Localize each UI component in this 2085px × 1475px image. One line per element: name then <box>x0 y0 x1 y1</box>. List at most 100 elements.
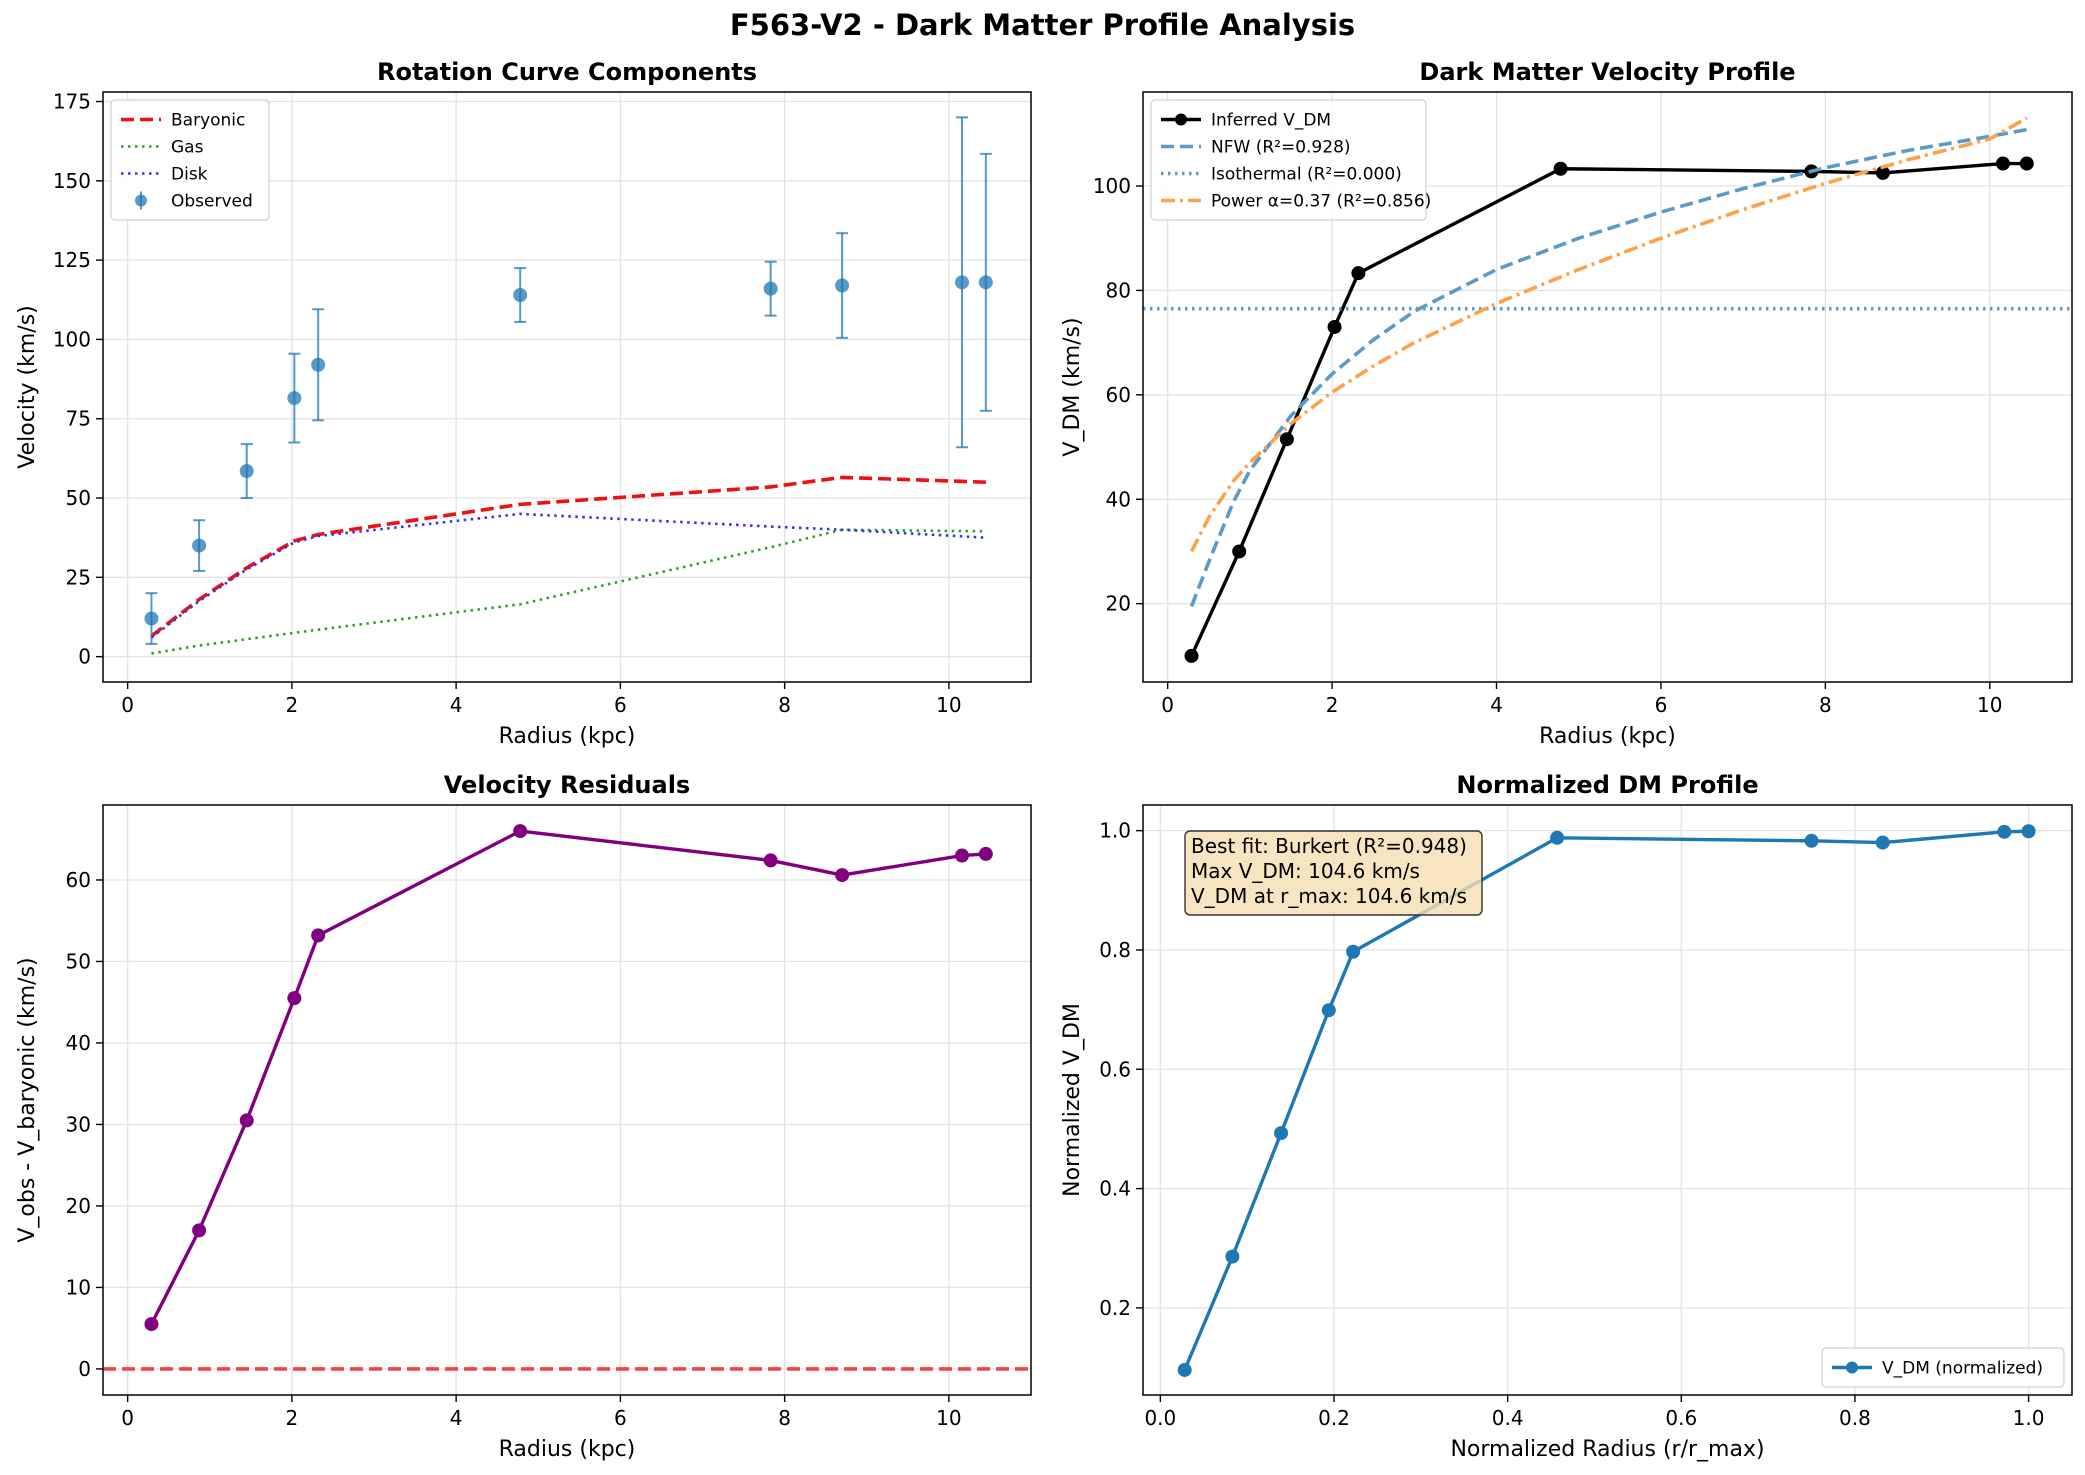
legend-label: Disk <box>171 165 208 185</box>
x-tick-label: 0.2 <box>1318 1406 1350 1430</box>
y-tick-label: 100 <box>53 327 91 351</box>
grid <box>1143 805 2072 1395</box>
x-tick-label: 0.8 <box>1839 1406 1871 1430</box>
series-0-point <box>513 824 528 839</box>
series-layer <box>1143 116 2072 663</box>
observed-point <box>955 275 970 290</box>
observed-errorbar <box>513 267 528 323</box>
x-tick-label: 6 <box>1655 693 1668 717</box>
legend-entry: Power α=0.37 (R²=0.856) <box>1161 192 1431 212</box>
legend-box <box>110 99 270 221</box>
series-0-point <box>955 848 970 863</box>
axes-frame <box>1142 804 2073 1396</box>
x-tick-label: 0.0 <box>1144 1406 1176 1430</box>
y-tick-label: 0 <box>78 1357 91 1381</box>
legend-label: Isothermal (R²=0.000) <box>1211 165 1402 185</box>
y-tick-label: 0 <box>78 645 91 669</box>
x-tick-label: 4 <box>450 1406 463 1430</box>
panel-velocity-residuals: 0 2 4 6 8 10 0 10 20 30 40 50 60 Velocity Residuals Ra… <box>15 771 1032 1462</box>
v-dm-normalized-point <box>2021 824 2036 839</box>
legend-entry: Gas <box>121 138 204 158</box>
axes-frame <box>102 91 1032 683</box>
panel-title: Rotation Curve Components <box>377 58 757 86</box>
x-axis-label: Radius (kpc) <box>499 724 636 749</box>
y-tick-label: 25 <box>66 565 91 589</box>
y-axis-label: Normalized V_DM <box>1060 1003 1085 1197</box>
series-0-point <box>763 853 778 868</box>
v-dm-normalized-point <box>1875 835 1890 850</box>
inferred-v-dm-point <box>1184 648 1199 663</box>
y-axis-label: V_obs - V_baryonic (km/s) <box>15 957 40 1242</box>
observed-point <box>835 278 850 293</box>
panel-title: Normalized DM Profile <box>1456 771 1758 799</box>
inferred-v-dm-point <box>1327 319 1342 334</box>
observed-errorbar <box>192 519 207 572</box>
disk-line <box>150 512 986 639</box>
series-0-point <box>144 1317 159 1332</box>
ticks: 0.0 0.2 0.4 0.6 0.8 1.0 0.2 0.4 0.6 0.8 1.0 <box>1099 819 2044 1430</box>
legend-label: Inferred V_DM <box>1211 111 1331 131</box>
legend: V_DM (normalized) <box>1821 1347 2065 1388</box>
legend-label: NFW (R²=0.928) <box>1211 138 1351 158</box>
panel-normalized-dm: 0.0 0.2 0.4 0.6 0.8 1.0 0.2 0.4 0.6 0.8 1.0 Normali… <box>1060 771 2073 1462</box>
y-tick-label: 50 <box>66 949 91 973</box>
x-tick-label: 10 <box>1977 693 2002 717</box>
fit-annotation: Best fit: Burkert (R²=0.948)Max V_DM: 10… <box>1184 830 1483 916</box>
y-axis-label: V_DM (km/s) <box>1060 317 1085 456</box>
x-tick-label: 10 <box>936 693 961 717</box>
y-tick-label: 0.4 <box>1099 1177 1131 1201</box>
series-0-point <box>311 928 326 943</box>
annotation-box <box>1184 830 1483 916</box>
annotation-line: V_DM at r_max: 104.6 km/s <box>1191 884 1467 908</box>
v-dm-normalized-point <box>1274 1126 1289 1141</box>
y-tick-label: 100 <box>1093 174 1131 198</box>
y-tick-label: 0.8 <box>1099 938 1131 962</box>
figure-title: F563-V2 - Dark Matter Profile Analysis <box>729 8 1356 42</box>
y-tick-label: 150 <box>53 169 91 193</box>
observed-point <box>192 538 207 553</box>
x-tick-label: 2 <box>1326 693 1339 717</box>
x-tick-label: 8 <box>778 693 791 717</box>
legend-entry: Disk <box>121 165 208 185</box>
annotation-line: Max V_DM: 104.6 km/s <box>1191 859 1420 883</box>
observed-errorbar <box>287 352 302 444</box>
v-dm-normalized-point <box>1321 1003 1336 1018</box>
observed-point <box>144 611 159 626</box>
y-tick-label: 30 <box>66 1112 91 1136</box>
v-dm-normalized-point <box>1550 830 1565 845</box>
power-0-37-r-0-856-line <box>1189 116 2028 553</box>
inferred-v-dm-point <box>1875 165 1890 180</box>
legend: Inferred V_DM NFW (R²=0.928) Isothermal (R… <box>1150 99 1431 221</box>
observed-point <box>763 281 778 296</box>
legend-label: Power α=0.37 (R²=0.856) <box>1211 192 1431 212</box>
legend-entry: Inferred V_DM <box>1161 111 1331 131</box>
inferred-v-dm-point <box>1232 544 1247 559</box>
y-tick-label: 10 <box>66 1275 91 1299</box>
v-dm-normalized-point <box>1804 833 1819 848</box>
x-axis-label: Radius (kpc) <box>1539 724 1676 749</box>
y-tick-label: 20 <box>1106 592 1131 616</box>
series-0-point <box>287 991 302 1006</box>
observed-errorbar <box>763 260 778 317</box>
legend-label: V_DM (normalized) <box>1882 1359 2043 1379</box>
series-layer <box>144 116 993 655</box>
legend: Baryonic Gas Disk Observed <box>110 99 270 221</box>
observed-errorbar <box>978 152 993 412</box>
y-tick-label: 175 <box>53 90 91 114</box>
x-tick-label: 0.6 <box>1665 1406 1697 1430</box>
observed-errorbar <box>144 592 159 645</box>
y-tick-label: 0.6 <box>1099 1057 1131 1081</box>
observed-point <box>978 275 993 290</box>
series-0-point <box>239 1113 254 1128</box>
y-tick-label: 20 <box>66 1194 91 1218</box>
legend-marker <box>1175 113 1187 126</box>
x-axis-label: Normalized Radius (r/r_max) <box>1450 1437 1764 1462</box>
v-dm-normalized-point <box>1177 1362 1192 1377</box>
x-tick-label: 0 <box>121 693 134 717</box>
observed-errorbar <box>835 232 850 339</box>
y-tick-label: 60 <box>66 868 91 892</box>
observed-point <box>239 464 254 479</box>
v-dm-normalized-point <box>1346 944 1361 959</box>
